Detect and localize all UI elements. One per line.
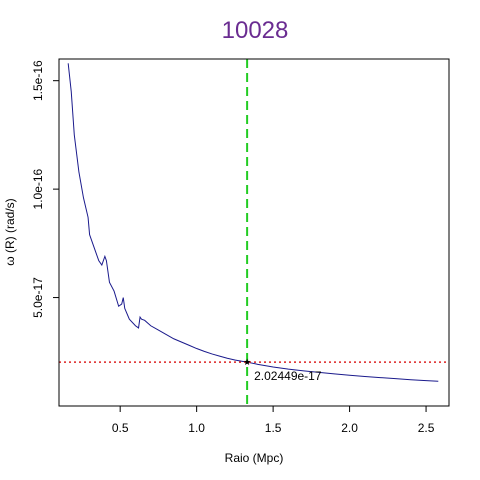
series-line-0 [67, 63, 439, 382]
y-tick-label-0: 5.0e-17 [31, 277, 45, 318]
x-tick-label-3: 2.0 [341, 421, 358, 435]
y-tick-label-2: 1.5e-16 [31, 60, 45, 101]
y-axis: 5.0e-17 1.0e-16 1.5e-16 [31, 60, 59, 318]
plot-area: 2.02449e-17 [59, 59, 449, 406]
x-tick-label-0: 0.5 [112, 421, 129, 435]
marker-value-label: 2.02449e-17 [254, 369, 322, 383]
x-tick-label-1: 1.0 [188, 421, 205, 435]
x-axis: 0.5 1.0 1.5 2.0 2.5 [112, 406, 435, 435]
x-tick-label-4: 2.5 [418, 421, 435, 435]
x-tick-label-2: 1.5 [265, 421, 282, 435]
intersection-marker [243, 358, 251, 366]
chart-title: 10028 [222, 17, 289, 44]
y-tick-label-1: 1.0e-16 [31, 168, 45, 209]
plot-frame [58, 58, 450, 407]
x-axis-label: Raio (Mpc) [225, 451, 284, 465]
y-axis-label: ω (R) (rad/s) [3, 198, 17, 265]
